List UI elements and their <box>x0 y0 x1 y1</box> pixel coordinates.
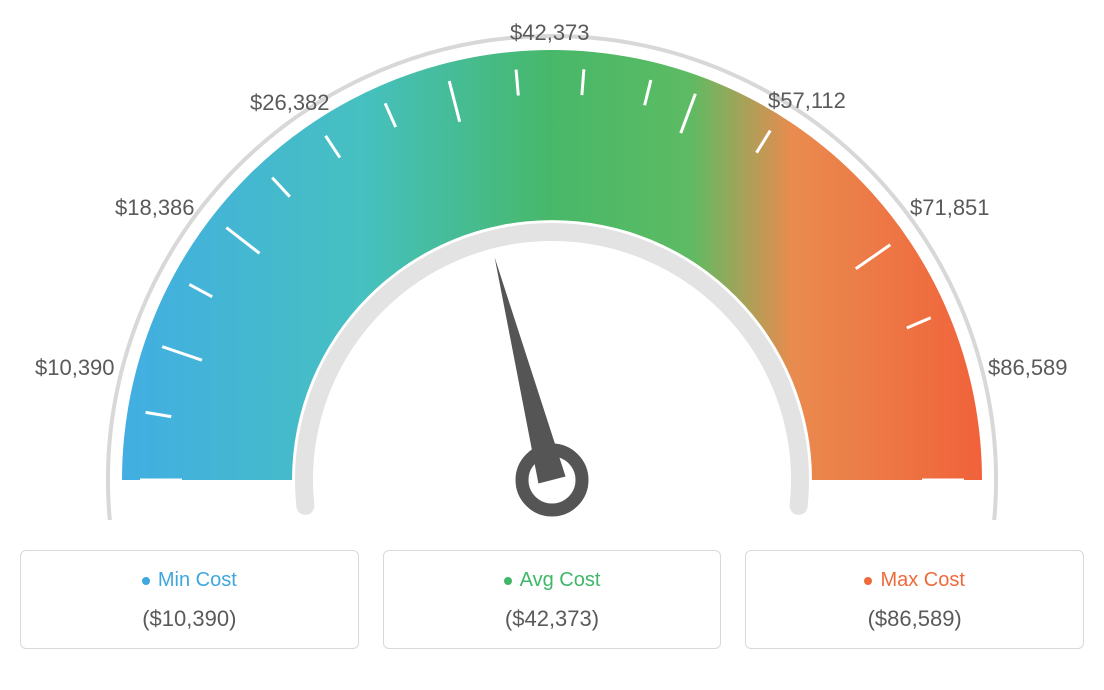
legend-card-max: Max Cost ($86,589) <box>745 550 1084 649</box>
legend-card-min: Min Cost ($10,390) <box>20 550 359 649</box>
gauge-tick-label: $26,382 <box>250 90 330 116</box>
gauge-tick-label: $18,386 <box>115 195 195 221</box>
legend-value-avg: ($42,373) <box>384 606 721 632</box>
legend-title-text: Avg Cost <box>520 569 601 592</box>
gauge-tick-label: $71,851 <box>910 195 990 221</box>
gauge-tick-label: $42,373 <box>510 20 590 46</box>
dot-icon <box>504 577 512 585</box>
gauge-tick-label: $86,589 <box>988 355 1068 381</box>
legend-value-max: ($86,589) <box>746 606 1083 632</box>
gauge-tick-label: $57,112 <box>768 88 846 114</box>
legend-title-max: Max Cost <box>864 569 964 592</box>
legend-title-text: Min Cost <box>158 569 237 592</box>
dot-icon <box>142 577 150 585</box>
gauge-chart: $10,390 $18,386 $26,382 $42,373 $57,112 $71,8… <box>20 20 1084 520</box>
legend-title-min: Min Cost <box>142 569 237 592</box>
legend-card-avg: Avg Cost ($42,373) <box>383 550 722 649</box>
legend-row: Min Cost ($10,390) Avg Cost ($42,373) Ma… <box>20 550 1084 649</box>
legend-value-min: ($10,390) <box>21 606 358 632</box>
legend-title-text: Max Cost <box>880 569 964 592</box>
legend-title-avg: Avg Cost <box>504 569 601 592</box>
dot-icon <box>864 577 872 585</box>
gauge-svg <box>20 20 1084 520</box>
gauge-tick-label: $10,390 <box>35 355 115 381</box>
